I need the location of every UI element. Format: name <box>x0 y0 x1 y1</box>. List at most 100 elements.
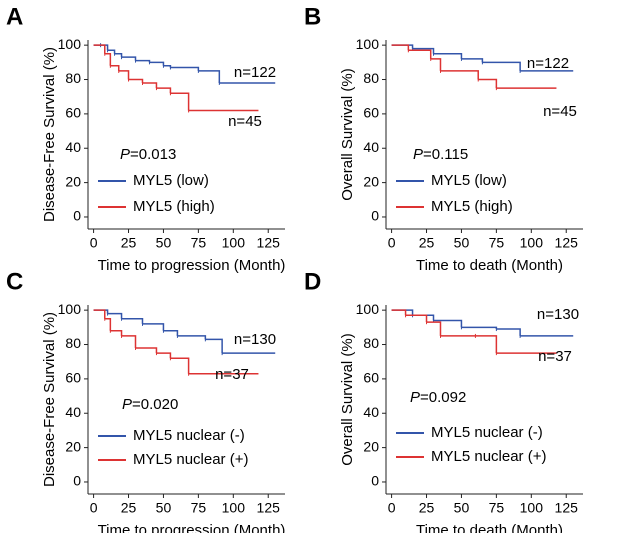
survival-step <box>198 70 221 83</box>
n-label: n=130 <box>537 306 579 323</box>
survival-step <box>177 335 207 340</box>
survival-step <box>118 70 130 80</box>
legend-label: MYL5 nuclear (-) <box>133 427 245 444</box>
survival-step <box>142 82 158 89</box>
n-label: n=122 <box>234 64 276 81</box>
legend-label: MYL5 (low) <box>133 172 209 189</box>
survival-step <box>135 59 151 63</box>
panel-letter: B <box>304 3 321 30</box>
survival-step <box>104 52 112 66</box>
legend-label: MYL5 (high) <box>133 198 215 215</box>
survival-step <box>142 323 165 331</box>
p-number: =0.092 <box>420 389 466 406</box>
x-axis-title: Time to death (Month) <box>416 522 563 533</box>
n-label: n=37 <box>538 348 572 365</box>
n-label: n=130 <box>234 331 276 348</box>
y-tick-label: 60 <box>65 370 81 386</box>
survival-step <box>170 357 190 374</box>
panel: D 0 20 40 60 80 100 0 25 50 75 100 125 Time to death … <box>304 268 583 538</box>
panel: C 0 20 40 60 80 100 0 25 50 75 100 125 Time to progre… <box>6 268 285 538</box>
panel-letter: D <box>304 268 321 295</box>
y-tick-label: 80 <box>65 335 81 351</box>
survival-step <box>110 65 120 71</box>
x-tick-label: 25 <box>121 235 137 251</box>
survival-step <box>156 87 172 94</box>
x-tick-label: 50 <box>454 235 470 251</box>
survival-step <box>121 56 137 61</box>
y-tick-label: 20 <box>65 438 81 454</box>
survival-step <box>426 321 442 336</box>
x-tick-label: 125 <box>555 500 579 516</box>
survival-step <box>496 328 521 336</box>
y-tick-label: 100 <box>58 301 82 317</box>
x-tick-label: 100 <box>520 235 544 251</box>
panel-letter: A <box>6 3 23 30</box>
x-tick-label: 0 <box>90 235 98 251</box>
y-tick-label: 40 <box>363 139 379 155</box>
survival-step <box>128 78 144 83</box>
x-tick-label: 0 <box>90 500 98 516</box>
x-tick-label: 25 <box>419 500 435 516</box>
x-tick-label: 100 <box>222 500 246 516</box>
x-tick-label: 75 <box>191 235 207 251</box>
p-number: =0.020 <box>132 396 178 413</box>
y-tick-label: 80 <box>363 70 379 86</box>
survival-step <box>121 335 137 348</box>
panel-letter: C <box>6 268 23 295</box>
y-axis-title: Disease-Free Survival (%) <box>41 47 58 222</box>
y-tick-label: 60 <box>65 105 81 121</box>
legend-label: MYL5 (low) <box>431 172 507 189</box>
survival-step <box>93 44 106 54</box>
p-number: =0.115 <box>423 146 468 163</box>
p-symbol: P <box>122 396 132 413</box>
survival-step <box>107 312 123 319</box>
y-tick-label: 0 <box>73 208 81 224</box>
survival-step <box>412 314 435 321</box>
survival-step <box>170 66 200 71</box>
y-axis-title: Overall Survival (%) <box>339 68 356 201</box>
survival-step <box>461 326 498 330</box>
survival-step <box>391 309 407 316</box>
survival-step <box>104 317 112 331</box>
x-tick-label: 25 <box>121 500 137 516</box>
y-tick-label: 80 <box>65 70 81 86</box>
y-axis-title: Overall Survival (%) <box>339 333 356 466</box>
y-tick-label: 40 <box>65 404 81 420</box>
n-label: n=37 <box>215 366 249 383</box>
y-tick-label: 20 <box>363 173 379 189</box>
survival-step <box>478 78 498 89</box>
y-tick-label: 100 <box>356 301 380 317</box>
survival-step <box>391 309 414 316</box>
n-label: n=45 <box>228 113 262 130</box>
survival-step <box>110 330 123 336</box>
x-tick-label: 125 <box>555 235 579 251</box>
survival-step <box>408 49 432 59</box>
panel: A 0 20 40 60 80 100 0 25 50 75 100 125 Time to progre… <box>6 3 285 274</box>
p-value: P=0.115 <box>413 146 468 163</box>
p-symbol: P <box>410 389 420 406</box>
survival-step <box>433 52 463 59</box>
n-label: n=45 <box>543 103 577 120</box>
survival-step <box>482 61 521 71</box>
x-tick-label: 50 <box>156 500 172 516</box>
legend-label: MYL5 nuclear (-) <box>431 424 543 441</box>
n-label: n=122 <box>527 55 569 72</box>
x-tick-label: 125 <box>257 235 281 251</box>
x-tick-label: 0 <box>388 500 396 516</box>
survival-step <box>163 65 172 68</box>
y-tick-label: 60 <box>363 370 379 386</box>
x-tick-label: 75 <box>489 235 505 251</box>
x-axis-title: Time to progression (Month) <box>98 257 286 274</box>
y-tick-label: 60 <box>363 105 379 121</box>
x-tick-label: 25 <box>419 235 435 251</box>
survival-step <box>170 92 190 111</box>
survival-step <box>135 347 158 354</box>
y-tick-label: 100 <box>356 36 380 52</box>
legend-label: MYL5 nuclear (+) <box>431 448 546 465</box>
legend-label: MYL5 nuclear (+) <box>133 451 248 468</box>
y-tick-label: 20 <box>65 173 81 189</box>
legend-label: MYL5 (high) <box>431 198 513 215</box>
y-axis-title: Disease-Free Survival (%) <box>41 312 58 487</box>
